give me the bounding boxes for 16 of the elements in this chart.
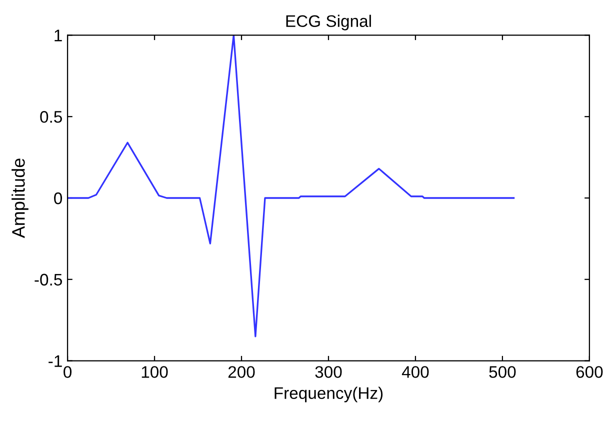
x-tick-label: 300 bbox=[315, 366, 342, 378]
y-tick-label: 1 bbox=[54, 30, 62, 42]
x-tick-label: 500 bbox=[489, 366, 516, 378]
x-tick-label: 200 bbox=[228, 366, 255, 378]
y-tick-label: 0 bbox=[54, 192, 62, 204]
chart-title: ECG Signal bbox=[286, 14, 371, 30]
y-axis-title: Amplitude bbox=[12, 158, 28, 238]
line-series bbox=[68, 35, 515, 338]
y-tick-label: 0.5 bbox=[40, 111, 62, 123]
x-tick-label: 400 bbox=[402, 366, 429, 378]
x-tick-label: 600 bbox=[576, 366, 603, 378]
x-tick-label: 100 bbox=[142, 366, 168, 378]
x-axis-title: Frequency(Hz) bbox=[274, 386, 383, 402]
x-tick-label: 0 bbox=[64, 366, 72, 378]
y-tick-label: -0.5 bbox=[34, 274, 62, 286]
y-tick-label: -1 bbox=[48, 355, 62, 367]
